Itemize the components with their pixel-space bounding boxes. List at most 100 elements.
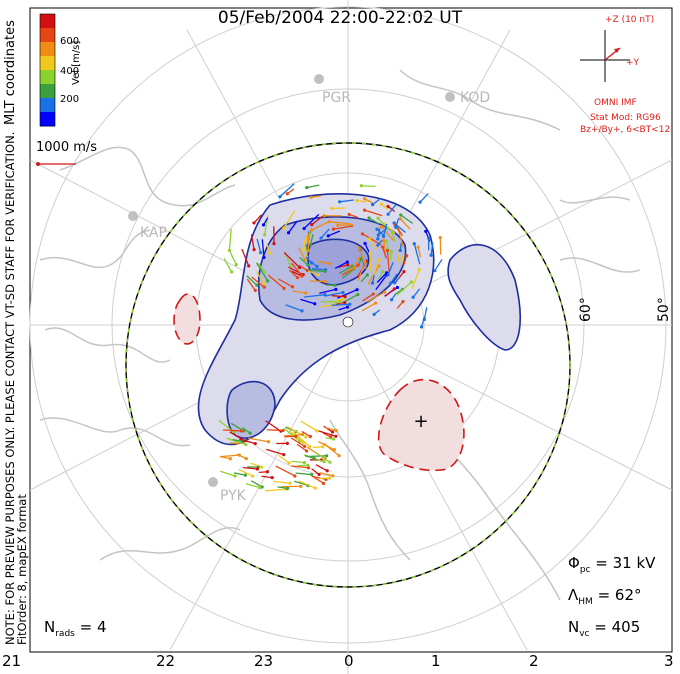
phi-value: = 31 kV bbox=[595, 554, 656, 572]
velocity-vector bbox=[294, 480, 309, 487]
velocity-vector-origin bbox=[303, 258, 307, 262]
velocity-vector bbox=[333, 225, 354, 230]
velocity-vector bbox=[303, 239, 307, 257]
velocity-vector bbox=[397, 228, 405, 248]
velocity-vector bbox=[265, 420, 282, 432]
velocity-vector-origin bbox=[272, 242, 276, 246]
velocity-vector bbox=[283, 210, 296, 229]
velocity-vector bbox=[386, 250, 390, 273]
velocity-vector-origin bbox=[389, 249, 393, 254]
velocity-vector-origin bbox=[266, 279, 270, 283]
velocity-vector-origin bbox=[371, 203, 375, 207]
velocity-vector bbox=[291, 270, 303, 277]
velocity-vector-origin bbox=[305, 186, 309, 190]
velocity-vector-origin bbox=[360, 232, 365, 236]
velocity-vector bbox=[306, 184, 320, 189]
velocity-vector bbox=[256, 262, 269, 282]
negative-cell-south bbox=[226, 380, 276, 439]
imf-source: OMNI IMF bbox=[594, 98, 637, 108]
velocity-vector bbox=[233, 472, 246, 476]
velocity-vector-origin bbox=[313, 302, 317, 306]
velocity-vector-origin bbox=[304, 435, 308, 439]
velocity-vector-origin bbox=[345, 260, 349, 264]
velocity-vector-origin bbox=[313, 486, 317, 490]
velocity-vector-origin bbox=[325, 469, 329, 473]
velocity-vector-origin bbox=[306, 463, 310, 467]
phi-symbol: Φ bbox=[568, 554, 580, 572]
colorbar-segment bbox=[40, 56, 55, 71]
velocity-vector bbox=[273, 480, 291, 484]
velocity-vector bbox=[372, 197, 382, 206]
velocity-vector-origin bbox=[262, 255, 266, 260]
velocity-vector bbox=[307, 270, 319, 276]
velocity-vector-origin bbox=[343, 300, 347, 305]
velocity-vector bbox=[283, 427, 301, 442]
velocity-vector-origin bbox=[304, 449, 309, 453]
velocity-vector-origin bbox=[244, 456, 248, 461]
velocity-vector-origin bbox=[363, 241, 367, 246]
velocity-vector bbox=[345, 294, 359, 302]
colorbar-axis-label: Vel [m/s] bbox=[71, 40, 82, 85]
velocity-vector-origin bbox=[390, 231, 394, 235]
velocity-vector bbox=[316, 452, 331, 463]
velocity-vector bbox=[381, 246, 387, 259]
velocity-vector bbox=[251, 276, 265, 288]
phi-pc-stat: Φpc = 31 kV bbox=[568, 554, 655, 575]
velocity-vector-origin bbox=[253, 441, 257, 446]
velocity-vector bbox=[298, 264, 308, 272]
velocity-vector-origin bbox=[345, 305, 350, 309]
velocity-vector bbox=[279, 183, 295, 198]
velocity-vector-origin bbox=[286, 231, 291, 235]
latitude-60: 60° bbox=[578, 297, 594, 322]
velocity-vector bbox=[250, 480, 263, 488]
velocity-vector-origin bbox=[419, 325, 424, 329]
velocity-vector bbox=[246, 278, 256, 291]
velocity-vector-origin bbox=[262, 270, 266, 274]
velocity-vector-origin bbox=[385, 248, 390, 252]
nvc-value: = 405 bbox=[594, 618, 641, 636]
velocity-vector-origin bbox=[348, 302, 352, 306]
velocity-vectors bbox=[218, 183, 443, 492]
velocity-vector-origin bbox=[323, 269, 327, 274]
velocity-vector bbox=[312, 268, 326, 271]
velocity-vector-origin bbox=[285, 192, 289, 196]
velocity-vector bbox=[364, 243, 370, 253]
velocity-vector-origin bbox=[290, 285, 295, 289]
velocity-vector bbox=[420, 316, 426, 328]
velocity-vector bbox=[239, 438, 256, 445]
velocity-vector bbox=[323, 425, 333, 433]
velocity-vector-origin bbox=[371, 292, 375, 296]
imf-z-label: +Z (10 nT) bbox=[605, 15, 655, 25]
mlt-label-22: 22 bbox=[156, 652, 176, 670]
velocity-vector-origin bbox=[262, 285, 266, 289]
velocity-vector-origin bbox=[329, 435, 333, 439]
velocity-vector bbox=[285, 304, 303, 312]
velocity-vector-origin bbox=[308, 444, 312, 449]
velocity-vector bbox=[356, 199, 367, 203]
velocity-vector-origin bbox=[252, 221, 256, 225]
velocity-vector bbox=[315, 464, 328, 472]
velocity-vector-origin bbox=[278, 195, 282, 199]
velocity-vector-origin bbox=[262, 282, 266, 286]
positive-cell-east bbox=[377, 378, 465, 472]
velocity-vector-origin bbox=[326, 234, 330, 238]
velocity-vector bbox=[310, 280, 326, 283]
velocity-vector-origin bbox=[384, 239, 388, 243]
velocity-vector-origin bbox=[438, 236, 442, 240]
velocity-vector-origin bbox=[381, 269, 385, 274]
velocity-vector-origin bbox=[310, 228, 314, 232]
velocity-vector bbox=[311, 215, 324, 226]
velocity-vector bbox=[413, 243, 421, 265]
colorbar-segment bbox=[40, 112, 55, 127]
velocity-vector bbox=[292, 290, 306, 294]
nrads-value: = 4 bbox=[79, 618, 107, 636]
velocity-vector-origin bbox=[302, 461, 307, 465]
velocity-scale-dot bbox=[36, 162, 40, 166]
velocity-vector-origin bbox=[259, 251, 263, 255]
velocity-vector-origin bbox=[386, 212, 390, 216]
velocity-vector bbox=[220, 470, 236, 477]
velocity-vector bbox=[229, 431, 245, 442]
velocity-vector-origin bbox=[312, 456, 316, 461]
velocity-vector bbox=[256, 238, 262, 253]
